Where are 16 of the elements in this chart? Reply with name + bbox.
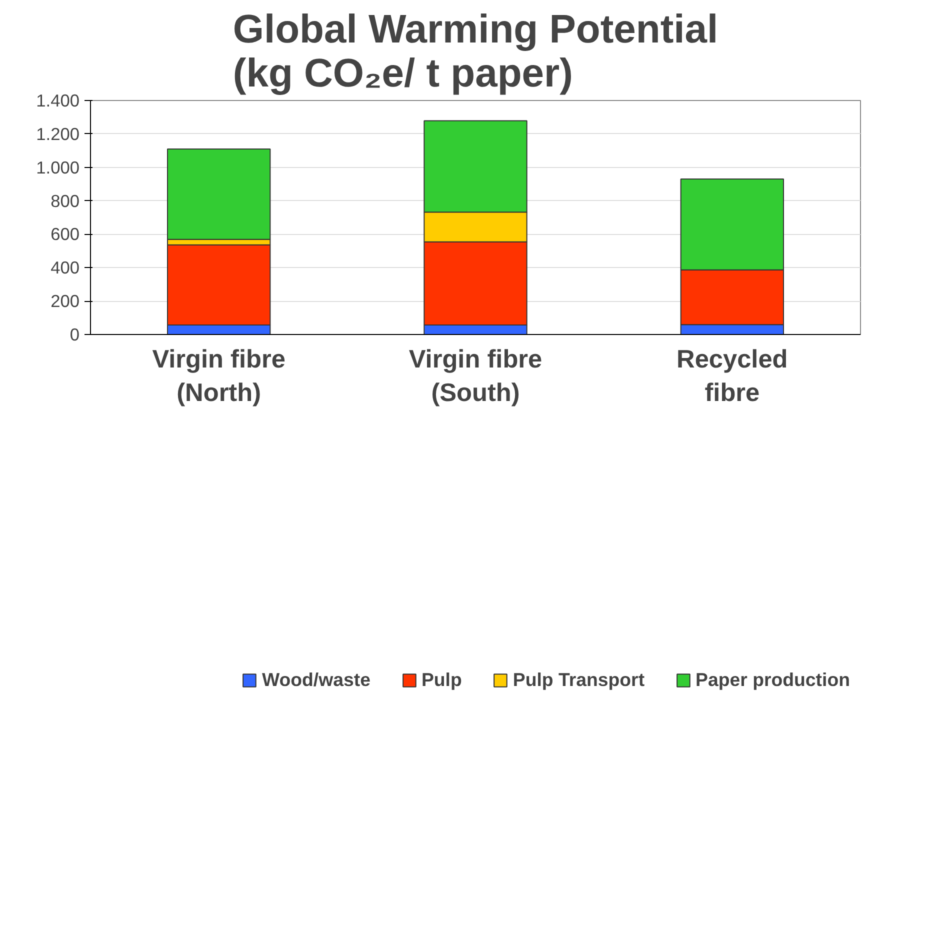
x-tick-label: Virgin fibre (South) bbox=[408, 346, 542, 408]
legend-label: Pulp bbox=[421, 669, 462, 691]
y-tick-label: 800 bbox=[50, 190, 80, 211]
y-tick-label: 1.000 bbox=[36, 157, 80, 178]
y-tick-label: 400 bbox=[50, 258, 80, 278]
y-tick-label: 200 bbox=[50, 291, 80, 312]
x-tick-label: Virgin fibre (North) bbox=[152, 346, 286, 408]
x-tick-label: Recycled fibre bbox=[676, 346, 788, 408]
y-tick-label: 600 bbox=[50, 224, 80, 244]
legend-label: Paper production bbox=[696, 669, 850, 691]
y-tick-label: 0 bbox=[70, 324, 80, 344]
legend-label: Pulp Transport bbox=[512, 669, 645, 691]
chart-title: Global Warming Potential (kg CO₂e/ t paper) bbox=[232, 8, 718, 96]
y-tick-label: 1.200 bbox=[36, 124, 80, 144]
y-tick-label: 1.400 bbox=[36, 90, 80, 110]
legend-label: Wood/waste bbox=[262, 669, 370, 691]
